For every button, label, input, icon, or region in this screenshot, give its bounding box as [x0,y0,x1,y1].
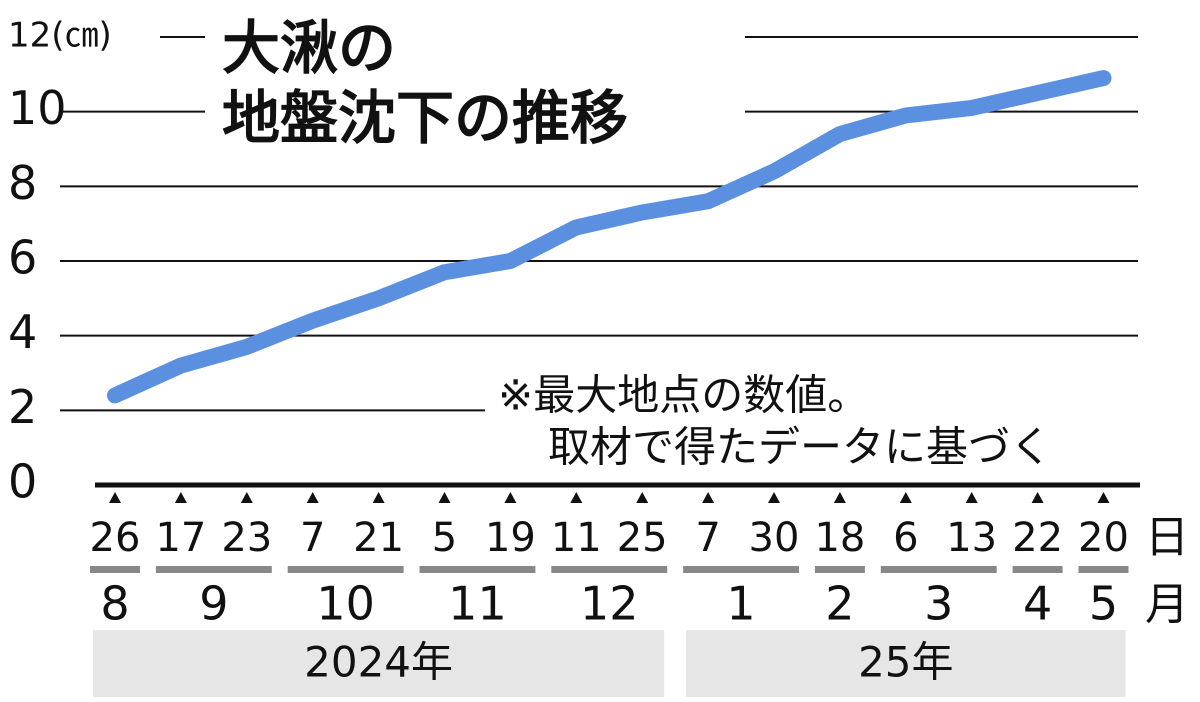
y-tick-label: 12(㎝) [8,16,112,56]
month-bar [90,566,140,573]
y-tick-label: 10 [8,81,67,135]
tick-marker [372,492,385,503]
annotation: 取材で得たデータに基づく [548,423,1052,472]
tick-marker [636,492,649,503]
x-tick-label: 7 [695,515,720,561]
month-bar [155,566,272,573]
month-unit: 月 [1145,579,1189,630]
x-tick-label: 11 [551,515,602,561]
month-label: 1 [726,577,755,631]
x-tick-label: 7 [300,515,325,561]
x-tick-label: 22 [1012,515,1063,561]
month-bar [814,566,865,573]
year-label: 2024年 [304,638,453,687]
annotation-background [485,365,1145,475]
y-tick-label: 2 [8,380,37,434]
month-label: 3 [924,577,953,631]
x-tick-label: 25 [617,515,668,561]
y-tick-label: 6 [8,231,37,285]
annotation: ※最大地点の数値。 [498,371,869,420]
month-bar [683,566,799,573]
month-label: 5 [1089,577,1118,631]
x-tick-label: 5 [432,515,457,561]
x-tick-label: 26 [90,515,141,561]
y-tick-label: 0 [8,455,37,509]
tick-marker [965,492,978,503]
tick-marker [174,492,187,503]
tick-marker [438,492,451,503]
tick-marker [702,492,715,503]
x-tick-label: 30 [749,515,800,561]
x-tick-label: 19 [485,515,536,561]
month-label: 2 [825,577,854,631]
data-line [107,70,1112,404]
month-bar [551,566,668,573]
month-bar [419,566,536,573]
y-tick-label: 4 [8,305,37,359]
year-box [93,630,665,697]
tick-marker [768,492,780,503]
day-unit: 日 [1145,512,1189,563]
tick-marker [1097,492,1110,503]
chart-title: 地盤沈下の推移 [222,84,628,152]
tick-marker [1031,492,1044,503]
year-box [686,630,1126,697]
chart-title: 大湫の [222,14,396,82]
tick-marker [306,492,319,503]
month-label: 8 [100,577,129,631]
month-label: 12 [580,577,639,631]
x-tick-label: 18 [814,515,865,561]
tick-marker [240,492,253,503]
month-bar [287,566,404,573]
x-tick-label: 6 [893,515,918,561]
month-bar [880,566,997,573]
x-tick-label: 20 [1078,515,1129,561]
month-label: 10 [316,577,375,631]
title-background [205,15,745,165]
x-tick-label: 23 [221,515,272,561]
month-label: 9 [199,577,228,631]
tick-marker [899,492,912,503]
month-bar [1012,566,1063,573]
month-label: 4 [1023,577,1052,631]
month-bar [1078,566,1129,573]
y-tick-label: 8 [8,156,37,210]
tick-marker [504,492,517,503]
x-tick-label: 13 [946,515,997,561]
tick-marker [833,492,846,503]
tick-marker [570,492,583,503]
month-label: 11 [448,577,507,631]
x-tick-label: 21 [353,515,404,561]
x-tick-label: 17 [155,515,206,561]
tick-marker [109,492,121,503]
year-label: 25年 [858,638,953,687]
